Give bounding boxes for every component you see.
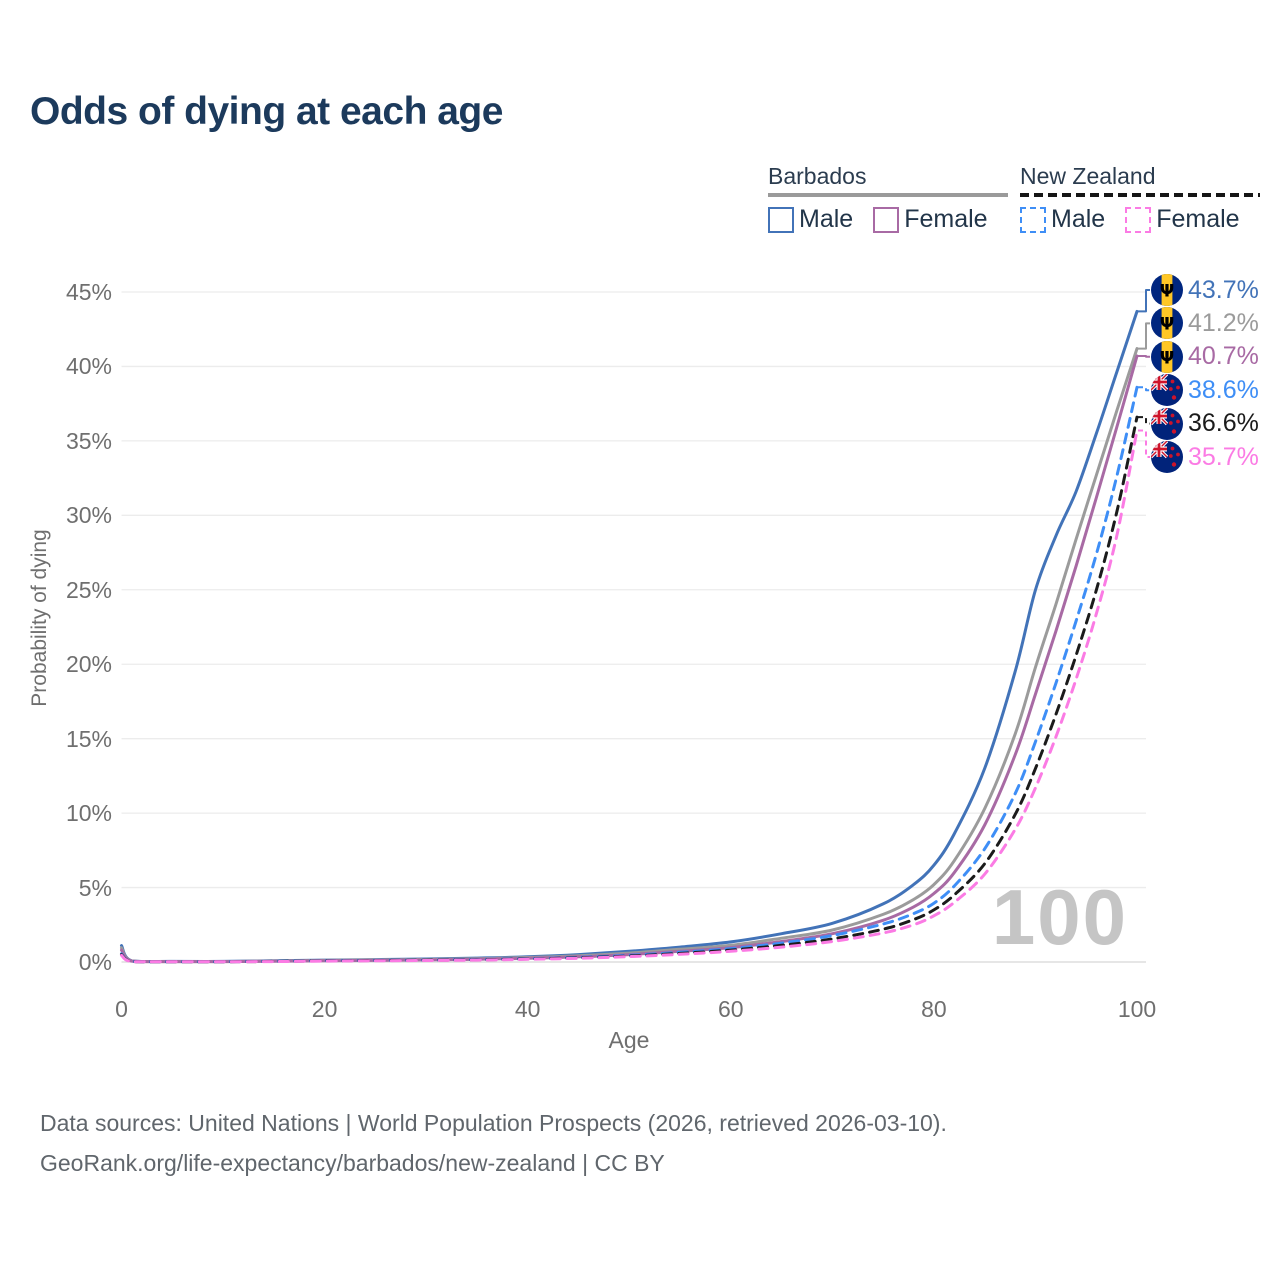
barbados-flag-icon: Ψ xyxy=(1151,307,1183,340)
series-end-row-barbados-female: Ψ 40.7% xyxy=(1151,340,1259,373)
legend-header-new-zealand: New Zealand xyxy=(1020,163,1156,189)
end-value-label-new-zealand-both-sexes: 36.6% xyxy=(1188,409,1259,438)
end-value-label-barbados-both-sexes: 41.2% xyxy=(1188,308,1259,337)
x-tick-label-60: 60 xyxy=(718,996,744,1022)
legend-item-label: Male xyxy=(1051,205,1106,233)
y-tick-label-40%: 40% xyxy=(65,353,112,380)
end-label-connector-new-zealand-female xyxy=(1138,429,1150,458)
series-line-barbados-female xyxy=(120,354,1139,964)
legend-header-barbados: Barbados xyxy=(768,163,867,189)
nz-male-swatch-icon xyxy=(1020,206,1046,233)
x-tick-label-40: 40 xyxy=(514,996,541,1022)
legend-item-barbados-female[interactable]: Female xyxy=(873,205,988,234)
barbados-female-swatch-icon xyxy=(873,206,900,233)
legend-item-nz-female[interactable]: Female xyxy=(1125,205,1240,234)
series-end-row-new-zealand-male: 38.6% xyxy=(1151,374,1259,407)
x-tick-label-0: 0 xyxy=(115,996,128,1022)
end-label-connector-new-zealand-male xyxy=(1138,386,1150,392)
legend-underline-barbados-solid-line xyxy=(768,193,1008,197)
new-zealand-flag-icon xyxy=(1151,441,1183,473)
data-sources-text: Data sources: United Nations | World Pop… xyxy=(40,1110,947,1136)
y-tick-label-35%: 35% xyxy=(65,427,112,454)
line-chart xyxy=(120,289,1150,964)
x-axis-title: Age xyxy=(608,1027,650,1053)
page-title: Odds of dying at each age xyxy=(30,90,503,133)
end-value-label-barbados-female: 40.7% xyxy=(1188,342,1259,371)
end-label-connector-barbados-male xyxy=(1138,289,1150,313)
y-tick-label-5%: 5% xyxy=(78,874,112,901)
x-tick-label-20: 20 xyxy=(311,996,338,1022)
series-line-new-zealand-female xyxy=(120,429,1139,964)
legend-underline-nz-dashed-line xyxy=(1020,193,1260,197)
end-label-connector-barbados-female xyxy=(1138,355,1150,358)
legend-group-new-zealand: New Zealand Male Female xyxy=(1020,163,1260,234)
end-label-connector-new-zealand-both-sexes xyxy=(1138,416,1150,425)
legend-item-label: Female xyxy=(904,205,988,233)
legend-item-label: Male xyxy=(799,205,854,233)
y-tick-label-15%: 15% xyxy=(65,725,112,752)
y-axis-title: Probability of dying xyxy=(28,529,51,707)
y-tick-label-0%: 0% xyxy=(78,949,112,975)
end-label-connector-barbados-both-sexes xyxy=(1138,322,1150,350)
x-tick-label-80: 80 xyxy=(921,996,947,1022)
svg-text:Ψ: Ψ xyxy=(1160,315,1174,335)
barbados-male-swatch-icon xyxy=(768,206,794,233)
new-zealand-flag-icon xyxy=(1151,374,1183,407)
barbados-flag-icon: Ψ xyxy=(1151,340,1183,373)
end-value-label-new-zealand-female: 35.7% xyxy=(1188,442,1259,471)
y-tick-label-45%: 45% xyxy=(65,279,112,305)
series-end-row-barbados-both-sexes: Ψ 41.2% xyxy=(1151,307,1259,340)
end-value-label-new-zealand-male: 38.6% xyxy=(1188,375,1259,404)
y-tick-label-20%: 20% xyxy=(65,651,112,678)
svg-text:Ψ: Ψ xyxy=(1160,282,1174,302)
nz-female-swatch-icon xyxy=(1125,206,1152,233)
legend-item-label: Female xyxy=(1156,205,1240,233)
attribution-link-text[interactable]: GeoRank.org/life-expectancy/barbados/new… xyxy=(40,1150,665,1176)
series-end-row-new-zealand-both-sexes: 36.6% xyxy=(1151,407,1259,440)
series-end-row-new-zealand-female: 35.7% xyxy=(1151,441,1259,473)
watermark-age-100: 100 xyxy=(991,873,1129,961)
y-tick-label-25%: 25% xyxy=(65,576,112,603)
legend-item-nz-male[interactable]: Male xyxy=(1020,205,1105,234)
legend-group-barbados: Barbados Male Female xyxy=(768,163,1008,234)
barbados-flag-icon: Ψ xyxy=(1151,274,1183,306)
y-tick-label-10%: 10% xyxy=(65,800,112,827)
svg-text:Ψ: Ψ xyxy=(1160,348,1174,368)
legend-item-barbados-male[interactable]: Male xyxy=(768,205,853,234)
y-tick-label-30%: 30% xyxy=(65,502,112,529)
end-value-label-barbados-male: 43.7% xyxy=(1188,275,1259,304)
new-zealand-flag-icon xyxy=(1151,407,1183,440)
x-tick-label-100: 100 xyxy=(1117,996,1157,1022)
series-end-row-barbados-male: Ψ 43.7% xyxy=(1151,274,1259,306)
